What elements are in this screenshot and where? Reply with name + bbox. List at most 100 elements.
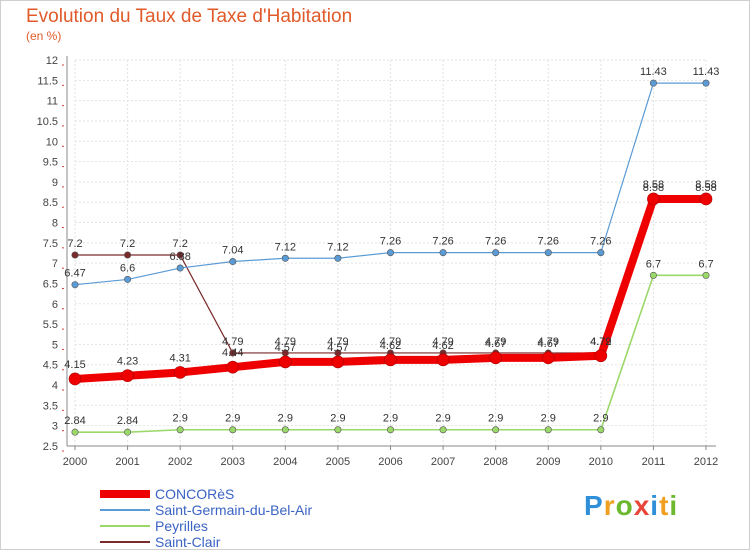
data-label: 2.9 bbox=[225, 413, 240, 425]
data-label: 2.84 bbox=[64, 415, 85, 427]
legend-label: Peyrilles bbox=[155, 518, 208, 534]
data-point bbox=[124, 251, 132, 259]
x-tick-label: 2000 bbox=[63, 456, 87, 468]
data-point bbox=[229, 349, 237, 357]
data-label: 2.9 bbox=[541, 413, 556, 425]
data-label: 7.26 bbox=[380, 236, 401, 248]
x-tick-label: 2010 bbox=[589, 456, 613, 468]
data-label: 4.79 bbox=[275, 336, 296, 348]
data-label: 4.57 bbox=[275, 342, 296, 354]
data-point bbox=[594, 349, 608, 363]
x-tick-label: 2001 bbox=[115, 456, 139, 468]
data-label: 6.88 bbox=[169, 251, 190, 263]
y-tick-label: 10 bbox=[46, 136, 58, 148]
legend-item: Saint-Clair bbox=[100, 534, 220, 550]
data-point bbox=[699, 192, 713, 206]
data-point bbox=[541, 351, 555, 365]
data-label: 2.9 bbox=[593, 413, 608, 425]
data-label: 6.7 bbox=[698, 258, 713, 270]
data-label: 4.79 bbox=[432, 336, 453, 348]
x-tick-label: 2005 bbox=[326, 456, 350, 468]
data-point bbox=[436, 353, 450, 367]
data-label: 2.9 bbox=[278, 413, 293, 425]
data-point bbox=[384, 353, 397, 367]
data-label: 4.57 bbox=[327, 342, 348, 354]
legend-swatch bbox=[100, 490, 150, 498]
data-label: 4.31 bbox=[169, 352, 190, 364]
data-point bbox=[226, 360, 240, 374]
data-label: 7.26 bbox=[432, 236, 453, 248]
data-point bbox=[492, 249, 500, 257]
data-point bbox=[439, 426, 447, 434]
data-label: 4.79 bbox=[222, 336, 243, 348]
x-tick-label: 2004 bbox=[273, 456, 297, 468]
data-point bbox=[71, 428, 79, 436]
data-point bbox=[176, 426, 184, 434]
logo-letter: i bbox=[650, 490, 660, 521]
y-tick-label: 3 bbox=[52, 421, 58, 433]
y-tick-label: 8.5 bbox=[43, 197, 58, 209]
data-label: 7.26 bbox=[590, 236, 611, 248]
x-tick-label: 2011 bbox=[642, 456, 666, 468]
data-label: 4.79 bbox=[590, 336, 611, 348]
legend-item: Peyrilles bbox=[100, 518, 208, 534]
legend-swatch bbox=[100, 541, 150, 543]
legend-label: Saint-Clair bbox=[155, 534, 221, 550]
data-point bbox=[68, 372, 82, 386]
logo-letter: x bbox=[633, 490, 651, 521]
x-tick-label: 2009 bbox=[536, 456, 560, 468]
axes bbox=[62, 56, 716, 452]
data-label: 7.12 bbox=[327, 241, 348, 253]
tick-labels: 2.5 3 3.5 4 4.5 5 5.5 6 6.5 7 7.5 8 8.5 9 9.5 10 10.5 11 1… bbox=[37, 55, 719, 468]
data-label: 4.79 bbox=[327, 336, 348, 348]
data-label: 4.62 bbox=[380, 340, 401, 352]
data-point bbox=[176, 251, 184, 259]
data-point bbox=[279, 355, 292, 369]
x-tick-label: 2007 bbox=[431, 456, 455, 468]
data-point bbox=[173, 366, 187, 379]
data-label: 11.43 bbox=[693, 66, 720, 78]
series-points bbox=[68, 79, 713, 436]
data-label: 4.23 bbox=[117, 356, 138, 368]
x-tick-label: 2012 bbox=[694, 456, 718, 468]
data-label: 7.04 bbox=[222, 245, 243, 257]
logo-letter: P bbox=[584, 490, 604, 521]
logo-letter: t bbox=[659, 490, 670, 521]
chart-subtitle: (en %) bbox=[26, 29, 62, 43]
data-point bbox=[386, 426, 394, 434]
x-tick-label: 2002 bbox=[168, 456, 192, 468]
data-point bbox=[124, 428, 132, 436]
y-tick-label: 6.5 bbox=[43, 278, 58, 290]
data-label: 8.58 bbox=[643, 179, 664, 191]
data-label: 7.26 bbox=[485, 236, 506, 248]
legend-swatch bbox=[100, 525, 150, 527]
data-label: 8.58 bbox=[695, 179, 716, 191]
data-label: 8.58 bbox=[643, 182, 664, 194]
y-tick-label: 2.5 bbox=[43, 441, 58, 453]
data-point bbox=[702, 79, 710, 87]
data-label: 6.7 bbox=[646, 258, 661, 270]
data-label: 2.9 bbox=[173, 413, 188, 425]
logo-letter: r bbox=[603, 490, 616, 521]
data-label: 4.44 bbox=[222, 347, 243, 359]
y-tick-label: 12 bbox=[46, 55, 58, 67]
y-tick-label: 11.5 bbox=[37, 75, 58, 87]
data-point bbox=[649, 79, 657, 87]
data-label: 7.2 bbox=[120, 238, 135, 250]
data-point bbox=[492, 426, 500, 434]
x-tick-label: 2008 bbox=[483, 456, 507, 468]
data-label: 7.2 bbox=[173, 238, 188, 250]
y-tick-label: 5.5 bbox=[43, 319, 58, 331]
y-tick-label: 7.5 bbox=[43, 238, 58, 250]
data-point bbox=[281, 426, 289, 434]
data-point bbox=[439, 249, 447, 257]
data-point bbox=[702, 271, 710, 279]
data-point bbox=[229, 426, 237, 434]
data-point bbox=[386, 249, 394, 257]
data-label: 4.79 bbox=[380, 336, 401, 348]
proxiti-logo: Proxiti bbox=[584, 490, 678, 522]
y-tick-label: 9 bbox=[52, 177, 58, 189]
data-label: 2.84 bbox=[117, 415, 138, 427]
data-point bbox=[121, 369, 134, 383]
